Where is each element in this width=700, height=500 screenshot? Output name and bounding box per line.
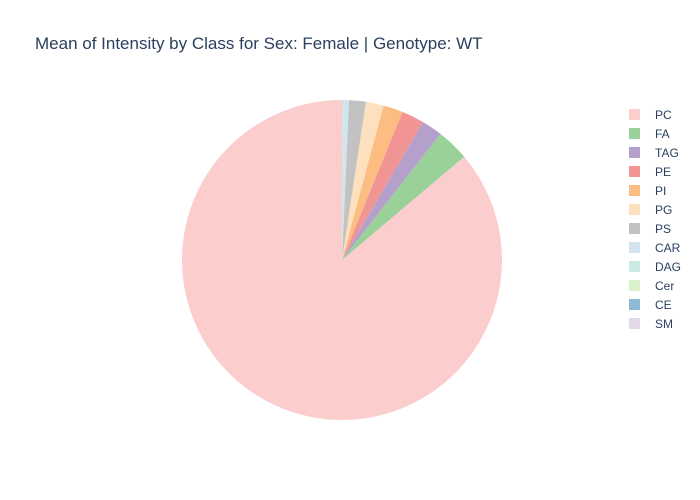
pie-slice-fa[interactable] [342, 133, 465, 260]
legend-label: PS [655, 221, 672, 236]
pie-slice-ps[interactable] [342, 100, 366, 261]
legend-item-pc[interactable]: PC [628, 105, 698, 124]
legend-item-cer[interactable]: Cer [628, 276, 698, 295]
pie-slice-cer[interactable] [342, 99, 343, 260]
legend-swatch [629, 204, 640, 215]
legend-label: TAG [655, 145, 679, 160]
legend-label: FA [655, 126, 670, 141]
legend-swatch [629, 280, 640, 291]
legend-swatch [629, 185, 640, 196]
legend-swatch [629, 299, 640, 310]
legend-swatch [629, 166, 640, 177]
legend-label: CE [655, 297, 672, 312]
legend-label: CAR [655, 240, 681, 255]
legend-label: Cer [655, 278, 675, 293]
pie-slice-ce[interactable] [342, 99, 343, 260]
legend-item-pe[interactable]: PE [628, 162, 698, 181]
legend-swatch [629, 147, 640, 158]
pie-slice-pe[interactable] [342, 111, 424, 261]
legend-item-pg[interactable]: PG [628, 200, 698, 219]
legend-label: DAG [655, 259, 682, 274]
pie-slice-dag[interactable] [342, 100, 344, 260]
legend-label: PE [655, 164, 672, 179]
pie-slice-car[interactable] [342, 100, 349, 260]
chart-title: Mean of Intensity by Class for Sex: Fema… [35, 34, 483, 53]
legend-item-ce[interactable]: CE [628, 295, 698, 314]
legend: PC FA TAG PE PI PG PS CAR DAG Cer CE SM [628, 105, 698, 333]
legend-item-tag[interactable]: TAG [628, 143, 698, 162]
pie-slice-pc[interactable] [181, 100, 502, 420]
legend-swatch [629, 242, 640, 253]
legend-swatch [629, 128, 640, 139]
legend-label: SM [655, 316, 673, 331]
pie-slice-tag[interactable] [342, 122, 441, 260]
legend-swatch [629, 109, 640, 120]
legend-item-ps[interactable]: PS [628, 219, 698, 238]
legend-item-fa[interactable]: FA [628, 124, 698, 143]
legend-item-dag[interactable]: DAG [628, 257, 698, 276]
pie-slice-pi[interactable] [342, 105, 403, 260]
legend-label: PI [655, 183, 667, 198]
legend-item-car[interactable]: CAR [628, 238, 698, 257]
pie-slice-pg[interactable] [342, 101, 384, 260]
legend-item-sm[interactable]: SM [628, 314, 698, 333]
legend-swatch [629, 261, 640, 272]
legend-label: PC [655, 107, 672, 122]
legend-swatch [629, 318, 640, 329]
legend-item-pi[interactable]: PI [628, 181, 698, 200]
legend-swatch [629, 223, 640, 234]
legend-label: PG [655, 202, 673, 217]
